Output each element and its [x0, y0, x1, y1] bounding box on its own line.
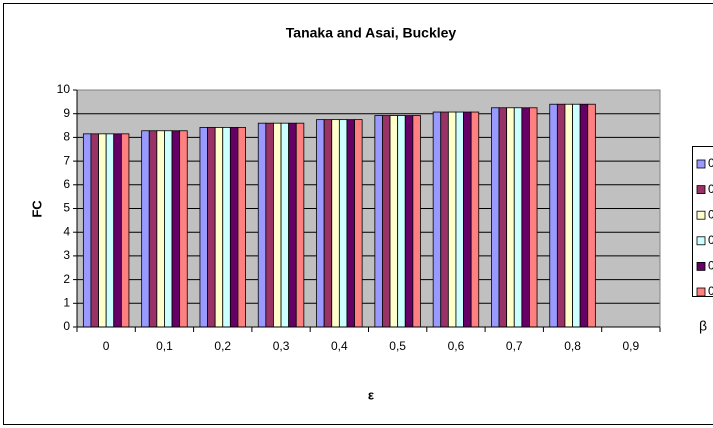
- legend-title: β: [699, 318, 707, 334]
- y-tick-label: 3: [63, 248, 70, 262]
- bar: [338, 119, 348, 328]
- bar: [316, 119, 325, 328]
- bar: [288, 122, 297, 328]
- bar: [447, 111, 457, 328]
- x-tick-label: 0,6: [448, 339, 465, 353]
- legend-label: 0: [708, 156, 713, 170]
- bar: [506, 107, 515, 328]
- x-axis-title: ε: [368, 387, 374, 402]
- y-tick-label: 4: [63, 224, 70, 238]
- legend-label: 0,2: [708, 207, 713, 221]
- y-axis-title: FC: [29, 200, 44, 218]
- bar: [549, 103, 558, 328]
- x-tick-label: 0,2: [214, 339, 231, 353]
- bar: [404, 115, 414, 328]
- legend-swatch: [696, 287, 706, 297]
- bar: [463, 111, 472, 328]
- bar: [323, 119, 333, 328]
- bar: [105, 133, 115, 328]
- legend-label: 0,1: [708, 182, 713, 196]
- x-tick-label: 0: [103, 339, 110, 353]
- bar: [222, 127, 231, 328]
- bar: [179, 130, 188, 328]
- y-tick-label: 0: [63, 319, 70, 333]
- bar: [237, 127, 246, 328]
- bar: [556, 103, 566, 328]
- bar: [498, 107, 508, 328]
- bar: [229, 127, 239, 328]
- x-tick-label: 0,7: [506, 339, 523, 353]
- x-tick-label: 0,9: [623, 339, 640, 353]
- bar: [572, 103, 581, 328]
- bar: [199, 127, 208, 328]
- y-tick-label: 5: [63, 201, 70, 215]
- y-tick-label: 6: [63, 177, 70, 191]
- bar: [432, 111, 442, 328]
- y-tick-label: 9: [63, 106, 70, 120]
- bar: [579, 103, 589, 328]
- bar: [82, 133, 92, 328]
- bar: [455, 111, 464, 328]
- bar: [374, 115, 383, 328]
- bar: [346, 119, 355, 328]
- x-tick-label: 0,1: [156, 339, 173, 353]
- bar: [587, 103, 596, 328]
- y-tick-label: 8: [63, 130, 70, 144]
- x-tick-label: 0,5: [389, 339, 406, 353]
- legend-swatch: [696, 185, 706, 195]
- x-tick-label: 0,4: [331, 339, 348, 353]
- bar: [470, 111, 480, 328]
- y-tick-label: 1: [63, 295, 70, 309]
- bar: [164, 130, 173, 328]
- bar: [354, 119, 363, 328]
- legend-swatch: [696, 261, 706, 271]
- bar: [529, 107, 538, 328]
- bar: [207, 127, 216, 328]
- chart-title: Tanaka and Asai, Buckley: [286, 25, 457, 41]
- bar: [113, 133, 122, 328]
- y-tick-label: 7: [63, 153, 70, 167]
- bar: [171, 130, 181, 328]
- bar: [389, 115, 399, 328]
- bar: [331, 119, 340, 328]
- bar: [90, 133, 99, 328]
- bar: [98, 133, 107, 328]
- legend-label: 0,5: [708, 284, 713, 298]
- bar: [295, 122, 305, 328]
- bar: [214, 127, 224, 328]
- bar: [397, 115, 406, 328]
- bar: [382, 115, 391, 328]
- x-tick-label: 0,3: [273, 339, 290, 353]
- bar: [513, 107, 523, 328]
- bar: [273, 122, 282, 328]
- bar: [491, 107, 500, 328]
- legend-label: 0,4: [708, 259, 713, 273]
- bar: [265, 122, 274, 328]
- bar: [564, 103, 573, 328]
- bar: [521, 107, 530, 328]
- bar: [440, 111, 449, 328]
- y-tick-label: 2: [63, 272, 70, 286]
- bar: [156, 130, 165, 328]
- bar: [280, 122, 290, 328]
- legend-label: 0,3: [708, 233, 713, 247]
- bar: [412, 115, 421, 328]
- bar: [141, 130, 150, 328]
- legend-swatch: [696, 236, 706, 246]
- legend-swatch: [696, 159, 706, 169]
- legend-swatch: [696, 210, 706, 220]
- y-tick-label: 10: [57, 82, 71, 96]
- bar: [257, 122, 267, 328]
- x-tick-label: 0,8: [564, 339, 581, 353]
- bar: [148, 130, 158, 328]
- bar: [120, 133, 130, 328]
